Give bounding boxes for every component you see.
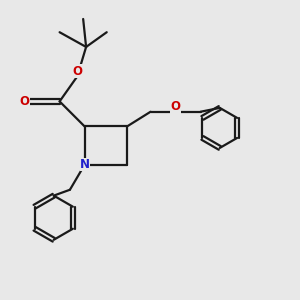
Text: N: N — [80, 158, 90, 171]
Text: O: O — [20, 95, 30, 108]
Text: O: O — [72, 64, 82, 78]
Text: O: O — [171, 100, 181, 113]
